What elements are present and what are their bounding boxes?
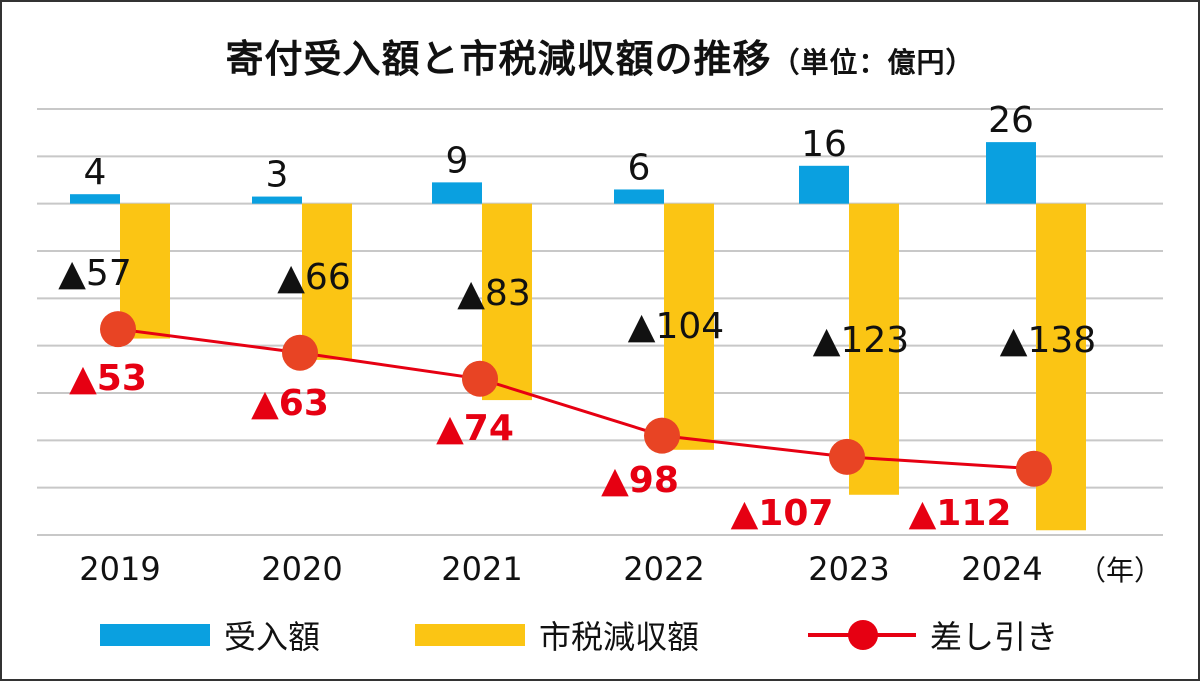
net-point (100, 311, 136, 348)
chart-title: 寄付受入額と市税減収額の推移（単位：億円） (0, 28, 1200, 83)
data-label-tax-loss: ▲66 (277, 257, 351, 298)
legend-label: 差し引き (930, 618, 1059, 656)
bar-received (799, 165, 849, 204)
net-point (829, 438, 865, 475)
data-label-received: 6 (628, 147, 651, 188)
data-label-received: 9 (446, 140, 469, 181)
data-label-net: ▲63 (251, 383, 329, 424)
data-label-net: ▲53 (69, 358, 147, 399)
bar-received (986, 142, 1036, 204)
legend-item-tax-loss: 市税減収額 (415, 612, 699, 658)
legend-label: 市税減収額 (539, 618, 700, 656)
unit-label: （単位：億円） (771, 46, 975, 79)
data-label-tax-loss: ▲123 (813, 320, 909, 361)
legend-item-net: 差し引き (808, 612, 1058, 658)
data-label-received: 3 (266, 155, 289, 196)
legend-swatch-yellow (415, 624, 525, 646)
x-tick-label: 2023 (808, 550, 889, 588)
data-label-net: ▲98 (601, 460, 679, 501)
net-line (117, 327, 1035, 471)
net-point (462, 360, 498, 397)
legend-item-received: 受入額 (100, 612, 320, 658)
bar-tax-loss (302, 203, 352, 360)
bar-received (70, 194, 120, 204)
bar-received (614, 189, 664, 204)
data-label-tax-loss: ▲138 (1000, 320, 1096, 361)
x-tick-label: 2022 (623, 550, 704, 588)
data-label-received: 16 (801, 124, 847, 165)
data-label-tax-loss: ▲57 (58, 253, 132, 294)
x-unit-label: （年） (1078, 554, 1162, 587)
legend-label: 受入額 (224, 618, 321, 656)
title-text: 寄付受入額と市税減収額の推移 (225, 37, 772, 81)
x-tick-label: 2024 (961, 550, 1042, 588)
data-label-net: ▲112 (909, 493, 1012, 534)
net-point (644, 417, 680, 454)
legend-swatch-blue (100, 624, 210, 646)
x-tick-label: 2020 (261, 550, 342, 588)
data-label-net: ▲107 (731, 493, 834, 534)
data-label-net: ▲74 (436, 408, 514, 449)
net-point (1016, 450, 1052, 487)
data-label-tax-loss: ▲83 (457, 273, 531, 314)
data-label-received: 26 (988, 100, 1034, 141)
legend-line-marker-icon (808, 620, 916, 650)
data-label-received: 4 (84, 152, 107, 193)
x-tick-label: 2019 (79, 550, 160, 588)
bar-tax-loss (664, 203, 714, 450)
net-point (282, 334, 318, 371)
x-tick-label: 2021 (441, 550, 522, 588)
bar-received (252, 196, 302, 204)
bar-received (432, 182, 482, 204)
data-label-tax-loss: ▲104 (628, 306, 724, 347)
